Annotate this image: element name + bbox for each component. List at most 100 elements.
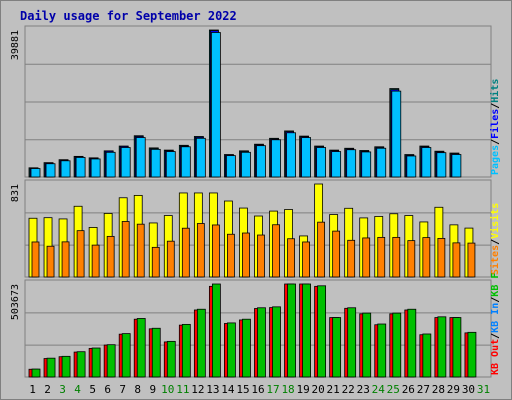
bar-pages [346,149,357,178]
bar-sites [287,238,295,278]
x-tick-label: 24 [372,383,386,396]
bar-kb-out [437,316,447,378]
bar-kb-out [106,344,116,378]
x-tick-label: 20 [312,383,325,396]
x-tick-label: 11 [176,383,189,396]
x-tick-label: 26 [402,383,415,396]
bar-kb-out [317,285,327,378]
bar-sites [422,237,431,278]
bar-kb-out [362,312,372,378]
legend-item: Sites [489,245,501,275]
bar-pages [391,90,402,178]
bar-sites [181,227,190,278]
x-tick-label: 19 [296,383,309,396]
x-tick-label: 8 [134,383,141,396]
bar-sites [227,233,235,278]
legend-item: KB F [490,273,501,297]
bar-sites [151,246,160,278]
legend-separator: / [490,239,501,245]
bar-sites [76,230,85,278]
bar-sites [211,224,220,278]
bar-sites [332,230,341,278]
x-tick-label: 10 [161,383,174,396]
bar-pages [361,151,372,178]
bar-kb-out [272,306,281,378]
bar-sites [407,240,416,278]
x-tick-label: 29 [447,383,460,396]
x-tick-label: 28 [432,383,445,396]
bar-pages [165,151,176,178]
bar-pages [180,146,191,178]
bar-sites [467,242,476,278]
x-tick-label: 21 [327,383,340,396]
bar-pages [256,145,266,178]
bar-sites [166,240,175,278]
bar-kb-out [332,317,342,378]
bar-sites [106,235,115,278]
x-tick-label: 25 [387,383,400,396]
x-tick-label: 5 [89,383,96,396]
bar-pages [45,163,56,178]
bar-sites [362,237,371,278]
legend-separator: / [490,333,501,339]
bar-kb-out [31,368,41,378]
legend-item: Hits [489,79,501,103]
bar-sites [242,232,250,278]
x-tick-label: 6 [104,383,111,396]
bar-kb-out [196,308,206,378]
bar-pages [376,147,387,178]
x-tick-label: 3 [59,383,66,396]
bar-pages [210,32,221,178]
bar-kb-out [242,318,251,378]
bar-sites [121,221,130,278]
x-tick-label: 30 [462,383,475,396]
bar-kb-out [151,327,161,378]
bar-kb-out [181,323,191,378]
bar-kb-out [392,312,402,378]
legend-item: KB Out [490,339,501,375]
bar-kb-out [377,323,387,378]
bar-kb-out [136,318,146,378]
x-tick-label: 12 [191,383,204,396]
legend-separator: / [490,103,501,109]
bar-sites [392,236,401,278]
bar-pages [421,147,432,178]
bar-pages [316,147,327,178]
x-tick-label: 17 [266,383,279,396]
bar-sites [257,234,265,278]
x-tick-label: 14 [221,383,235,396]
bar-sites [272,224,280,278]
bar-pages [135,137,146,178]
bar-sites [302,241,310,278]
legend-item: Pages [490,145,501,175]
bar-pages [301,137,311,178]
bar-kb-out [227,322,236,378]
x-tick-label: 4 [74,383,81,396]
bar-kb-out [452,317,462,378]
x-tick-label: 7 [119,383,126,396]
legend-visits-sites: Sites/Visits [489,203,501,275]
bar-kb-out [407,308,417,378]
bar-sites [31,241,40,278]
bar-pages [331,151,342,178]
bar-sites [347,239,356,278]
bar-kb-out [211,283,221,378]
bar-kb-out [46,357,56,378]
legend-item: KB In [490,303,501,333]
bar-pages [271,139,281,178]
legend-hits-files-pages: Pages/Files/Hits [489,79,501,175]
bar-pages [75,157,86,178]
bar-sites [377,236,386,278]
bar-pages [90,158,101,178]
legend-item: Visits [489,203,501,239]
max-value-label: 831 [10,184,21,202]
x-tick-label: 23 [357,383,370,396]
bar-pages [286,132,296,178]
max-value-label: 39881 [10,30,21,60]
x-tick-label: 2 [44,383,51,396]
bar-sites [61,241,70,278]
bar-kb-out [467,331,477,378]
bar-sites [452,242,461,278]
bar-kb-out [76,351,86,378]
x-tick-label: 9 [149,383,156,396]
